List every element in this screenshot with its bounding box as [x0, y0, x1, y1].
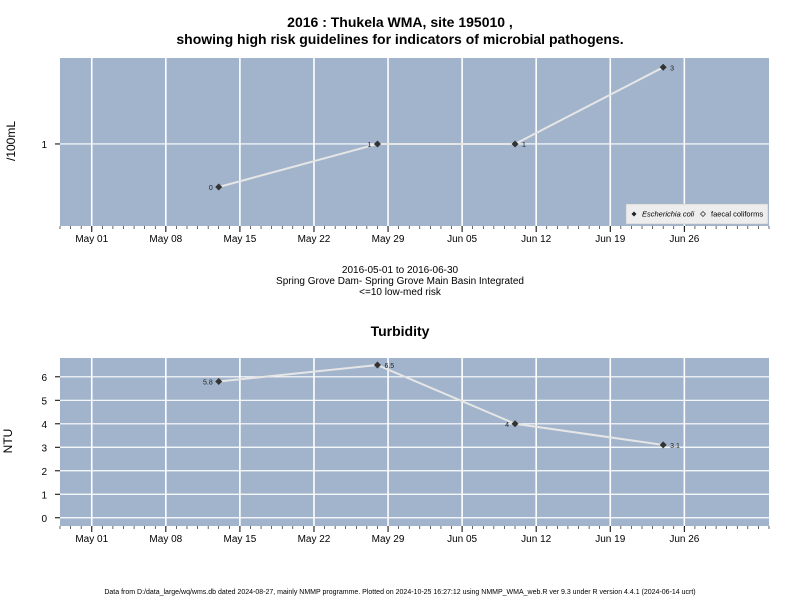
chart1-caption-site: Spring Grove Dam- Spring Grove Main Basi…	[276, 276, 524, 287]
footer-note: Data from D:/data_large/wq/wms.db dated …	[104, 589, 696, 596]
chart1-data-label: 0	[209, 185, 213, 192]
chart2-x-tick-label: Jun 19	[595, 534, 625, 545]
legend-open-diamond-icon	[700, 211, 706, 217]
chart1-data-point	[659, 63, 667, 71]
chart1-x-tick-label: May 15	[223, 234, 256, 245]
chart2-x-tick-label: May 15	[223, 534, 256, 545]
chart2-x-tick-label: Jun 26	[669, 534, 699, 545]
chart1-data-point	[215, 183, 223, 191]
chart2-series-line	[218, 364, 664, 446]
chart1-x-tick-label: May 01	[75, 234, 108, 245]
chart1-x-tick-label: Jun 19	[595, 234, 625, 245]
chart1-plot-panel	[60, 58, 769, 226]
chart1-series-line	[218, 66, 664, 188]
chart2-y-tick-label: 2	[41, 467, 47, 478]
chart2-data-point	[373, 361, 381, 369]
chart1-x-tick-label: May 29	[372, 234, 405, 245]
legend-filled-diamond-icon	[631, 211, 637, 217]
chart2-data-point	[215, 377, 223, 385]
chart1-title-line1: 2016 : Thukela WMA, site 195010 ,	[287, 14, 513, 30]
chart2-x-tick-label: May 22	[298, 534, 331, 545]
chart2-y-tick-label: 4	[41, 420, 47, 431]
chart1-x-tick-label: May 22	[298, 234, 331, 245]
chart2-data-point	[511, 420, 519, 428]
chart2-x-tick-label: Jun 12	[521, 534, 551, 545]
chart2-y-tick-label: 6	[41, 373, 47, 384]
chart2-plot-panel	[60, 358, 769, 526]
chart1-data-point	[511, 140, 519, 148]
chart1-y-tick-label: 1	[41, 140, 47, 151]
chart1-data-label: 1	[368, 142, 372, 149]
chart1-title-line2: showing high risk guidelines for indicat…	[176, 31, 624, 47]
chart2-data-point	[659, 441, 667, 449]
legend-label-faecal-coliforms: faecal coliforms	[711, 210, 763, 219]
chart2-data-label: 4	[505, 422, 509, 429]
chart2-y-tick-label: 5	[41, 396, 47, 407]
legend-box	[625, 203, 769, 225]
chart1-x-tick-label: May 08	[149, 234, 182, 245]
chart1-x-tick-label: Jun 26	[669, 234, 699, 245]
chart2-y-tick-label: 1	[41, 490, 47, 501]
chart2-data-label: 6.5	[384, 363, 394, 370]
chart1-caption-date-range: 2016-05-01 to 2016-06-30	[341, 265, 459, 276]
chart2-data-label: 5.8	[203, 379, 213, 386]
chart2-y-tick-label: 0	[41, 514, 47, 525]
legend-label-e-coli: Escherichia coli	[642, 210, 694, 219]
chart2-y-tick-label: 3	[41, 443, 47, 454]
chart2-x-tick-label: May 29	[372, 534, 405, 545]
chart1-x-tick-label: Jun 05	[447, 234, 477, 245]
chart2-data-label: 3.1	[670, 443, 680, 450]
chart1-caption-risk: <=10 low-med risk	[359, 287, 441, 298]
chart2-x-tick-label: May 01	[75, 534, 108, 545]
chart2-x-tick-label: May 08	[149, 534, 182, 545]
chart2-x-tick-label: Jun 05	[447, 534, 477, 545]
chart1-data-label: 3	[670, 65, 674, 72]
chart2-title: Turbidity	[370, 323, 430, 339]
chart1-data-point	[373, 140, 381, 148]
chart1-data-label: 1	[522, 142, 526, 149]
chart1-x-tick-label: Jun 12	[521, 234, 551, 245]
